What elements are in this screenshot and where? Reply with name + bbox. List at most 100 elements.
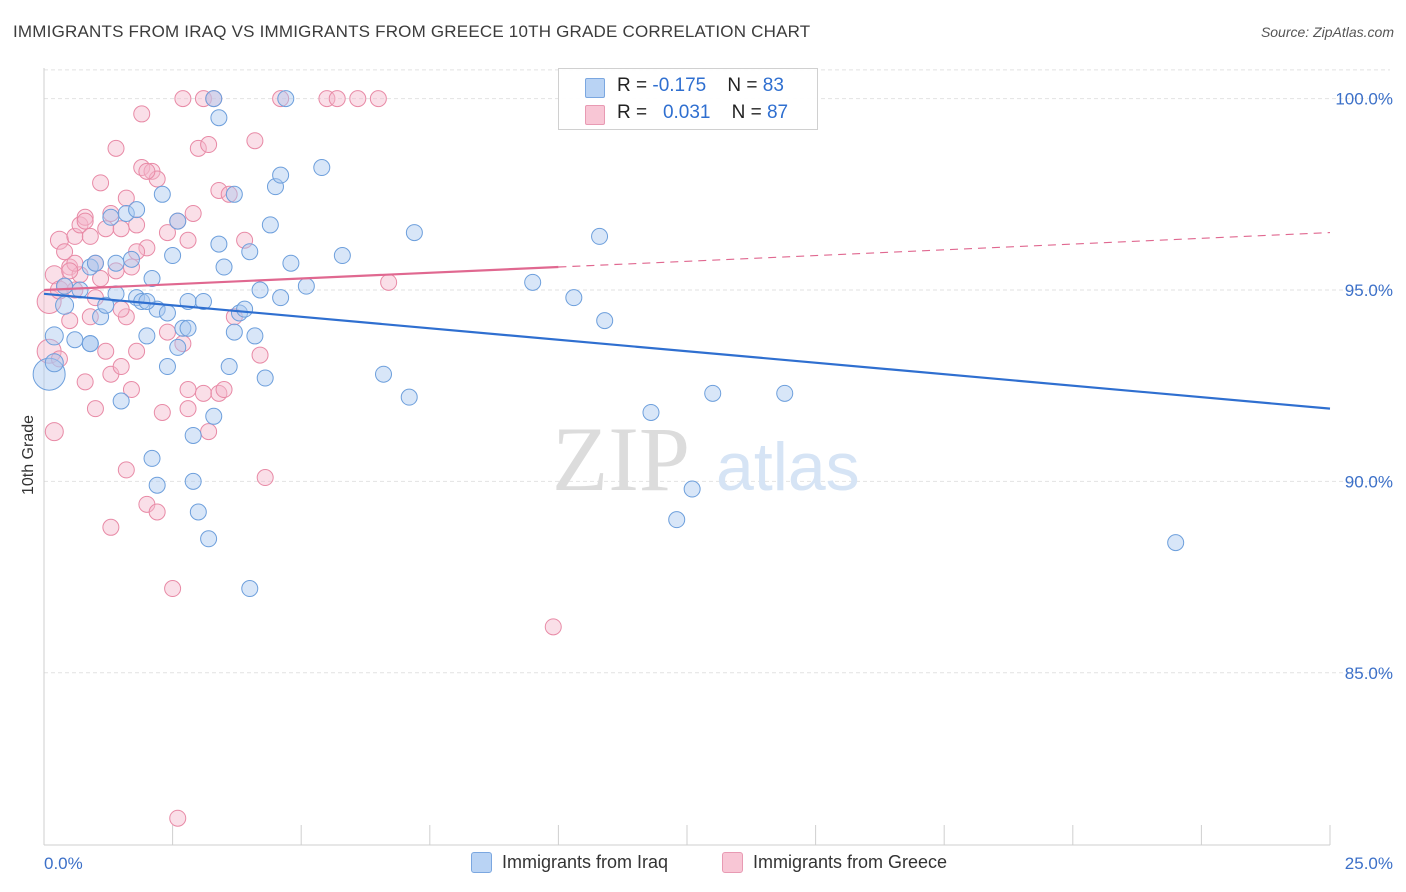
greece-point — [112, 358, 130, 376]
iraq-point — [1167, 534, 1185, 552]
iraq-point — [256, 369, 274, 387]
greece-point — [246, 132, 264, 150]
greece-point — [380, 273, 398, 291]
chart-title: IMMIGRANTS FROM IRAQ VS IMMIGRANTS FROM … — [13, 22, 811, 41]
greece-point — [200, 136, 218, 154]
greece-point — [44, 265, 64, 285]
iraq-point — [405, 224, 423, 242]
correlation-legend: R = -0.175 N = 83 R = 0.031 N = 87 — [558, 68, 818, 130]
greece-point — [76, 212, 94, 230]
greece-point — [256, 469, 274, 487]
greece-point — [194, 384, 212, 402]
greece-point — [272, 90, 290, 108]
greece-point — [81, 227, 99, 245]
y-tick-label: 95.0% — [1345, 281, 1393, 300]
iraq-point — [375, 365, 393, 383]
greece-point — [544, 618, 562, 636]
greece-point — [349, 90, 367, 108]
greece-point — [76, 208, 94, 226]
iraq-point — [210, 235, 228, 253]
iraq-point — [184, 426, 202, 444]
trend-lines — [43, 231, 1331, 410]
greece-point — [122, 381, 140, 399]
iraq-point — [524, 273, 542, 291]
y-tick-label: 90.0% — [1345, 472, 1393, 491]
iraq-point — [215, 258, 233, 276]
x-tick-labels: 0.0% 25.0% — [44, 854, 1393, 873]
watermark: ZIP atlas — [552, 408, 860, 510]
iraq-point — [128, 201, 146, 219]
iraq-point — [200, 530, 218, 548]
greece-point — [164, 580, 182, 598]
iraq-point — [400, 388, 418, 406]
iraq-point — [81, 335, 99, 353]
greece-point — [61, 262, 79, 280]
iraq-point — [102, 208, 120, 226]
legend-bottom-swatch-greece — [722, 852, 743, 873]
iraq-point — [251, 281, 269, 299]
iraq-point — [169, 212, 187, 230]
legend-swatch-iraq — [585, 78, 605, 98]
iraq-point — [97, 296, 115, 314]
chart-source: Source: ZipAtlas.com — [1260, 24, 1394, 40]
iraq-point — [776, 384, 794, 402]
iraq-point — [313, 159, 331, 177]
iraq-point — [282, 254, 300, 272]
greece-point — [102, 518, 120, 536]
greece-point — [194, 90, 212, 108]
iraq-point — [194, 292, 212, 310]
greece-point — [179, 381, 197, 399]
greece-point — [153, 403, 171, 421]
iraq-point — [189, 503, 207, 521]
legend-row-iraq: R = -0.175 N = 83 — [559, 73, 817, 101]
iraq-point — [117, 204, 135, 222]
iraq-point — [143, 270, 161, 288]
greece-point — [61, 312, 79, 330]
greece-point — [86, 400, 104, 418]
iraq-point — [225, 323, 243, 341]
greece-point — [81, 308, 99, 326]
iraq-point — [261, 216, 279, 234]
iraq-point — [148, 476, 166, 494]
watermark-zip: ZIP — [552, 408, 690, 510]
iraq-point — [246, 327, 264, 345]
iraq-point — [158, 304, 176, 322]
greece-point — [49, 230, 69, 250]
iraq-point — [174, 319, 192, 337]
y-axis-title: 10th Grade — [20, 415, 37, 495]
iraq-point — [158, 358, 176, 376]
iraq-point — [112, 392, 130, 410]
greece-point — [215, 381, 233, 399]
iraq-point — [55, 295, 75, 315]
greece-point — [56, 243, 74, 261]
iraq-point — [205, 407, 223, 425]
iraq-point — [56, 277, 74, 295]
greece-point — [148, 503, 166, 521]
greece-point — [44, 422, 64, 442]
iraq-point — [297, 277, 315, 295]
iraq-point — [44, 326, 64, 346]
iraq-point — [596, 312, 614, 330]
greece-point — [158, 224, 176, 242]
iraq-point — [220, 358, 238, 376]
x-tick-label: 0.0% — [44, 854, 83, 873]
iraq-point — [122, 250, 140, 268]
greece-point — [128, 216, 146, 234]
greece-point — [138, 239, 156, 257]
iraq-point — [44, 353, 64, 373]
greece-point — [138, 162, 156, 180]
y-tick-label: 100.0% — [1335, 90, 1393, 109]
iraq-point — [138, 327, 156, 345]
greece-point — [117, 189, 135, 207]
iraq-point — [210, 109, 228, 127]
greece-point — [220, 185, 238, 203]
iraq-point — [668, 511, 686, 529]
greece-point — [92, 174, 110, 192]
greece-point — [184, 204, 202, 222]
series-iraq — [32, 90, 1185, 598]
greece-point — [189, 139, 207, 157]
greece-point — [328, 90, 346, 108]
greece-point — [133, 105, 151, 123]
iraq-trend-line — [43, 292, 1331, 410]
